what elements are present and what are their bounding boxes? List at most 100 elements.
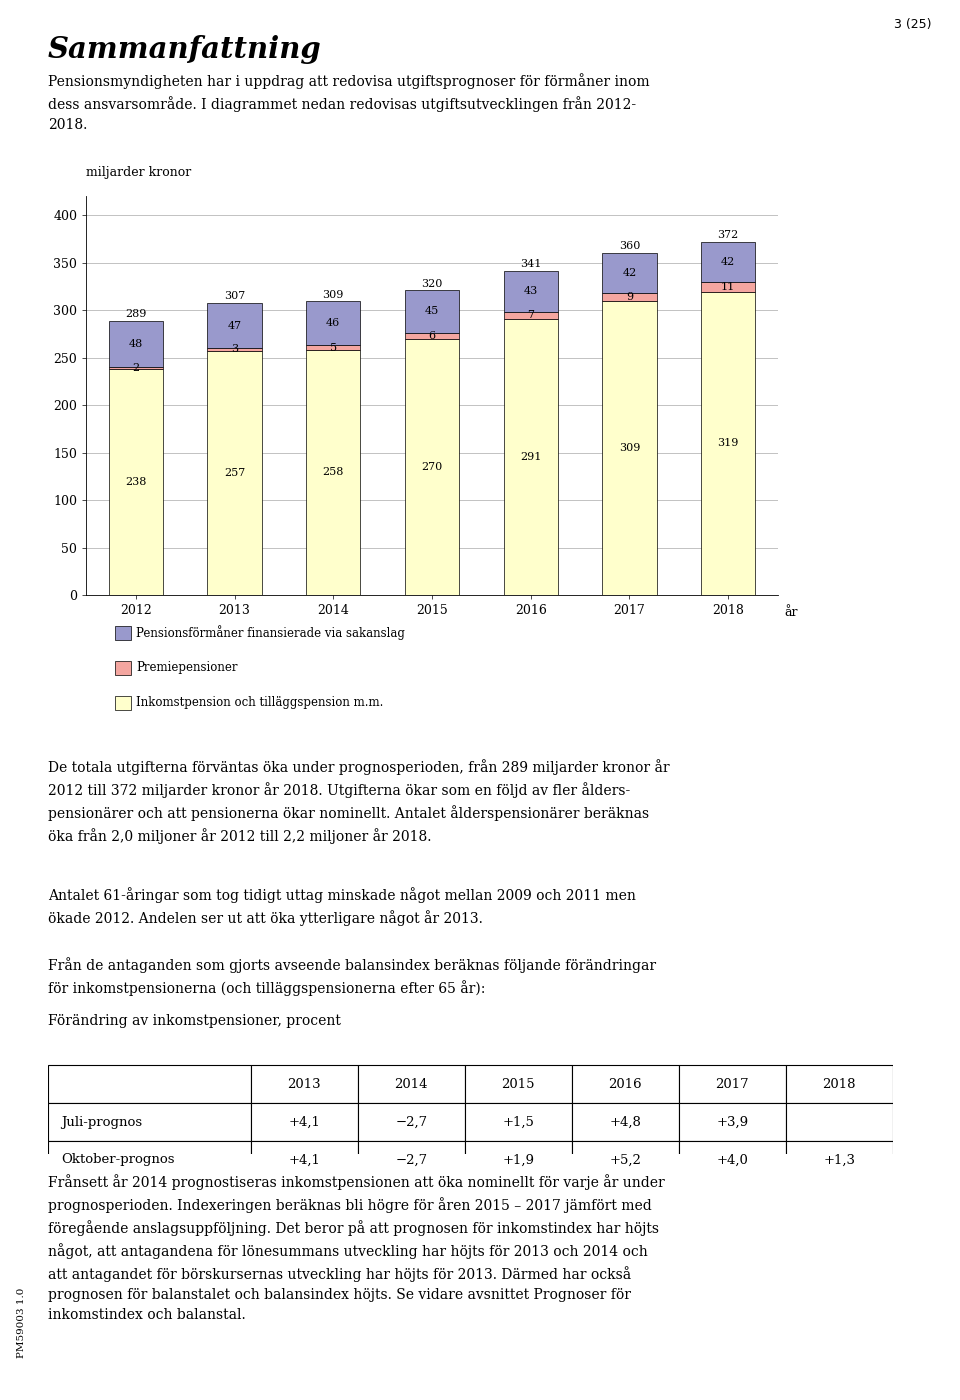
- Text: Förändring av inkomstpensioner, procent: Förändring av inkomstpensioner, procent: [48, 1014, 341, 1028]
- Bar: [602, 293, 657, 301]
- Text: 309: 309: [323, 290, 344, 300]
- Text: 48: 48: [129, 339, 143, 349]
- Text: 289: 289: [125, 308, 147, 319]
- Text: 257: 257: [224, 468, 245, 477]
- Bar: [679, 1103, 786, 1141]
- Text: PM59003 1.0: PM59003 1.0: [17, 1288, 26, 1358]
- Bar: [306, 346, 360, 350]
- Text: 258: 258: [323, 468, 344, 477]
- Text: 3 (25): 3 (25): [894, 18, 931, 31]
- Bar: [504, 272, 558, 312]
- Text: 2017: 2017: [715, 1078, 749, 1091]
- Bar: [465, 1103, 572, 1141]
- Text: 2018: 2018: [823, 1078, 856, 1091]
- Text: 291: 291: [520, 452, 541, 462]
- Text: −2,7: −2,7: [396, 1116, 427, 1128]
- Bar: [679, 1065, 786, 1103]
- Text: 270: 270: [421, 462, 443, 472]
- Bar: [207, 304, 262, 349]
- Text: 47: 47: [228, 321, 242, 330]
- Text: miljarder kronor: miljarder kronor: [86, 167, 192, 179]
- Text: Antalet 61-åringar som tog tidigt uttag minskade något mellan 2009 och 2011 men
: Antalet 61-åringar som tog tidigt uttag …: [48, 888, 636, 927]
- Bar: [786, 1065, 893, 1103]
- Text: Från de antaganden som gjorts avseende balansindex beräknas följande förändringa: Från de antaganden som gjorts avseende b…: [48, 958, 656, 997]
- Text: 320: 320: [421, 279, 443, 290]
- Bar: [251, 1103, 358, 1141]
- Text: −2,7: −2,7: [396, 1154, 427, 1166]
- Bar: [358, 1065, 465, 1103]
- Text: 3: 3: [231, 344, 238, 354]
- Text: 7: 7: [527, 311, 535, 321]
- Text: 6: 6: [428, 330, 436, 340]
- Text: 45: 45: [425, 307, 439, 316]
- Text: +4,8: +4,8: [610, 1116, 641, 1128]
- Bar: [701, 242, 756, 281]
- Bar: [602, 301, 657, 595]
- Bar: [306, 350, 360, 595]
- Text: 319: 319: [717, 438, 739, 448]
- Text: Frånsett år 2014 prognostiseras inkomstpensionen att öka nominellt för varje år : Frånsett år 2014 prognostiseras inkomstp…: [48, 1175, 664, 1323]
- Text: Pensionsmyndigheten har i uppdrag att redovisa utgiftsprognoser för förmåner ino: Pensionsmyndigheten har i uppdrag att re…: [48, 73, 650, 132]
- Text: +1,9: +1,9: [502, 1154, 535, 1166]
- Bar: [405, 339, 459, 595]
- Text: 341: 341: [520, 259, 541, 269]
- Text: +1,3: +1,3: [824, 1154, 855, 1166]
- Text: år: år: [784, 606, 798, 619]
- Text: De totala utgifterna förväntas öka under prognosperioden, från 289 miljarder kro: De totala utgifterna förväntas öka under…: [48, 759, 670, 844]
- Bar: [358, 1103, 465, 1141]
- Text: 2016: 2016: [609, 1078, 642, 1091]
- Text: 43: 43: [523, 287, 538, 297]
- Bar: [207, 351, 262, 595]
- Text: 42: 42: [721, 256, 735, 266]
- Bar: [358, 1141, 465, 1179]
- Text: Juli-prognos: Juli-prognos: [61, 1116, 143, 1128]
- Bar: [251, 1141, 358, 1179]
- Bar: [48, 1141, 251, 1179]
- Bar: [48, 1103, 251, 1141]
- Text: Inkomstpension och tilläggspension m.m.: Inkomstpension och tilläggspension m.m.: [136, 696, 384, 710]
- Bar: [108, 370, 163, 595]
- Bar: [251, 1065, 358, 1103]
- Text: 2015: 2015: [501, 1078, 535, 1091]
- Bar: [786, 1103, 893, 1141]
- Bar: [108, 367, 163, 370]
- Bar: [405, 333, 459, 339]
- Bar: [602, 253, 657, 293]
- Bar: [701, 293, 756, 595]
- Bar: [572, 1141, 679, 1179]
- Bar: [786, 1141, 893, 1179]
- Text: Pensionsförmåner finansierade via sakanslag: Pensionsförmåner finansierade via sakans…: [136, 626, 405, 640]
- Text: 2: 2: [132, 363, 139, 372]
- Text: +4,1: +4,1: [288, 1154, 321, 1166]
- Bar: [504, 319, 558, 595]
- Text: +5,2: +5,2: [610, 1154, 641, 1166]
- Text: 309: 309: [619, 444, 640, 454]
- Text: 372: 372: [718, 230, 739, 239]
- Text: 9: 9: [626, 293, 633, 302]
- Text: +4,0: +4,0: [716, 1154, 748, 1166]
- Text: +1,5: +1,5: [502, 1116, 534, 1128]
- Text: 2014: 2014: [395, 1078, 428, 1091]
- Text: 2013: 2013: [287, 1078, 321, 1091]
- Text: +3,9: +3,9: [716, 1116, 749, 1128]
- Bar: [504, 312, 558, 319]
- Text: +4,1: +4,1: [288, 1116, 321, 1128]
- Bar: [405, 290, 459, 333]
- Bar: [465, 1065, 572, 1103]
- Bar: [465, 1141, 572, 1179]
- Bar: [679, 1141, 786, 1179]
- Text: 46: 46: [326, 318, 341, 329]
- Bar: [48, 1065, 251, 1103]
- Text: 360: 360: [619, 241, 640, 251]
- Text: Sammanfattning: Sammanfattning: [48, 35, 322, 64]
- Text: Premiepensioner: Premiepensioner: [136, 661, 238, 675]
- Bar: [701, 281, 756, 293]
- Text: 238: 238: [125, 477, 147, 487]
- Bar: [306, 301, 360, 346]
- Text: 307: 307: [224, 291, 245, 301]
- Text: Oktober-prognos: Oktober-prognos: [61, 1154, 175, 1166]
- Text: 11: 11: [721, 281, 735, 291]
- Bar: [572, 1103, 679, 1141]
- Text: 42: 42: [622, 267, 636, 279]
- Bar: [572, 1065, 679, 1103]
